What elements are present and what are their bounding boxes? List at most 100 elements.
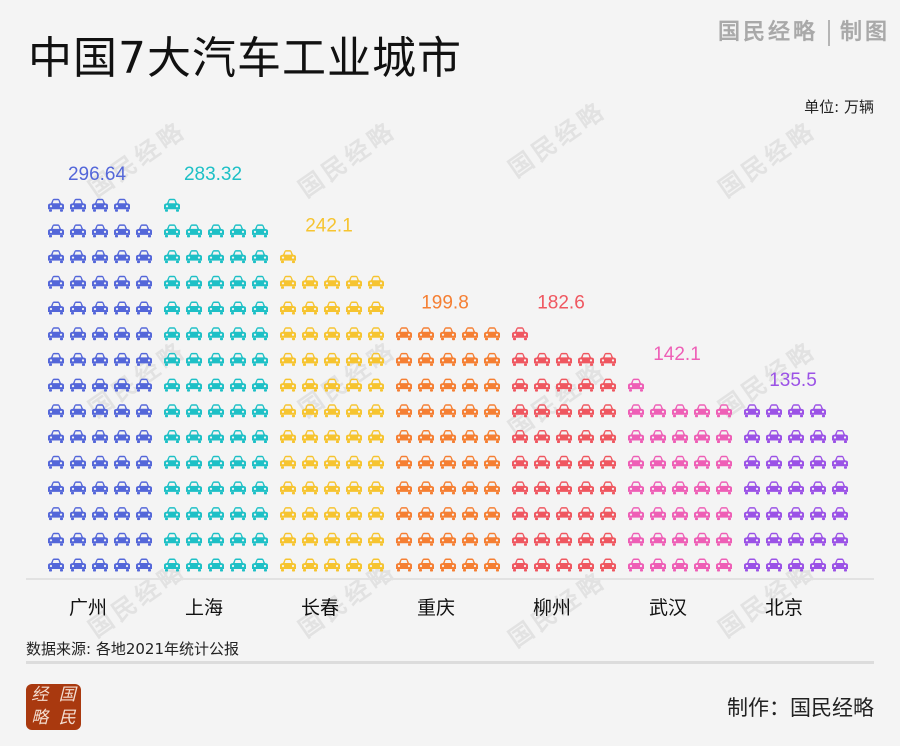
car-icon xyxy=(440,327,456,341)
car-icon xyxy=(164,404,180,418)
car-icon xyxy=(92,378,108,392)
car-icon xyxy=(346,481,362,495)
car-icon xyxy=(766,558,782,572)
car-icon xyxy=(810,507,826,521)
car-icon xyxy=(462,558,478,572)
car-icon xyxy=(462,455,478,469)
car-icon xyxy=(208,301,224,315)
car-icon xyxy=(92,301,108,315)
car-icon xyxy=(114,558,130,572)
car-icon xyxy=(650,404,666,418)
car-icon xyxy=(440,352,456,366)
car-icon xyxy=(600,481,616,495)
car-icon xyxy=(186,352,202,366)
car-icon xyxy=(114,481,130,495)
car-icon xyxy=(556,532,572,546)
car-icon xyxy=(788,430,804,443)
car-icon xyxy=(280,275,296,289)
car-icon xyxy=(418,327,434,341)
car-icon xyxy=(208,558,224,572)
car-icon xyxy=(440,507,456,521)
car-icon xyxy=(186,558,202,572)
car-icon xyxy=(208,275,224,289)
car-icon xyxy=(280,404,296,418)
car-icon xyxy=(48,275,64,289)
car-icon xyxy=(280,352,296,366)
car-icon xyxy=(744,558,760,572)
car-icon xyxy=(578,558,594,572)
car-icon xyxy=(810,558,826,572)
car-icon xyxy=(346,532,362,546)
car-icon xyxy=(324,301,340,315)
car-icon xyxy=(418,481,434,495)
pictogram-chart: 296.64 广州 xyxy=(48,164,848,619)
car-icon xyxy=(230,250,246,264)
car-icon xyxy=(788,558,804,572)
car-icon xyxy=(208,250,224,264)
car-icon xyxy=(48,198,64,212)
car-icon xyxy=(716,455,732,469)
car-icon xyxy=(230,507,246,521)
car-icon xyxy=(48,532,64,546)
car-icon xyxy=(788,507,804,521)
brand-logo: 经 国 略 民 xyxy=(26,684,81,730)
car-icon xyxy=(70,532,86,546)
car-icon xyxy=(136,404,152,418)
car-icon xyxy=(252,275,268,289)
car-icon xyxy=(556,455,572,469)
car-icon xyxy=(280,250,296,264)
car-icon xyxy=(484,378,500,392)
car-icon xyxy=(114,507,130,521)
car-icon xyxy=(672,404,688,418)
car-icon xyxy=(672,558,688,572)
car-icon xyxy=(252,507,268,521)
car-icon xyxy=(164,275,180,289)
car-icon xyxy=(114,532,130,546)
category-label: 北京 xyxy=(765,597,803,619)
car-icon xyxy=(744,507,760,521)
bar-1 xyxy=(164,198,268,572)
car-icon xyxy=(600,507,616,521)
car-icon xyxy=(114,275,130,289)
car-icon xyxy=(114,430,130,443)
car-icon xyxy=(230,301,246,315)
car-icon xyxy=(694,404,710,418)
car-icon xyxy=(252,224,268,238)
car-icon xyxy=(92,352,108,366)
car-icon xyxy=(346,275,362,289)
car-icon xyxy=(92,481,108,495)
car-icon xyxy=(48,378,64,392)
car-icon xyxy=(302,430,318,443)
category-label: 重庆 xyxy=(417,597,455,619)
car-icon xyxy=(114,224,130,238)
car-icon xyxy=(672,481,688,495)
car-icon xyxy=(186,404,202,418)
car-icon xyxy=(48,507,64,521)
car-icon xyxy=(512,404,528,418)
car-icon xyxy=(810,430,826,443)
car-icon xyxy=(230,352,246,366)
car-icon xyxy=(810,532,826,546)
car-icon xyxy=(484,352,500,366)
car-icon xyxy=(534,455,550,469)
car-icon xyxy=(136,455,152,469)
car-icon xyxy=(92,532,108,546)
car-icon xyxy=(766,532,782,546)
car-icon xyxy=(302,507,318,521)
car-icon xyxy=(716,507,732,521)
car-icon xyxy=(396,481,412,495)
car-icon xyxy=(832,532,848,546)
data-label: 296.64 xyxy=(68,164,127,185)
car-icon xyxy=(512,481,528,495)
car-icon xyxy=(440,378,456,392)
car-icon xyxy=(280,430,296,443)
car-icon xyxy=(208,455,224,469)
car-icon xyxy=(92,327,108,341)
car-icon xyxy=(440,532,456,546)
car-icon xyxy=(280,558,296,572)
car-icon xyxy=(164,301,180,315)
car-icon xyxy=(600,532,616,546)
car-icon xyxy=(324,532,340,546)
car-icon xyxy=(164,558,180,572)
car-icon xyxy=(368,378,384,392)
